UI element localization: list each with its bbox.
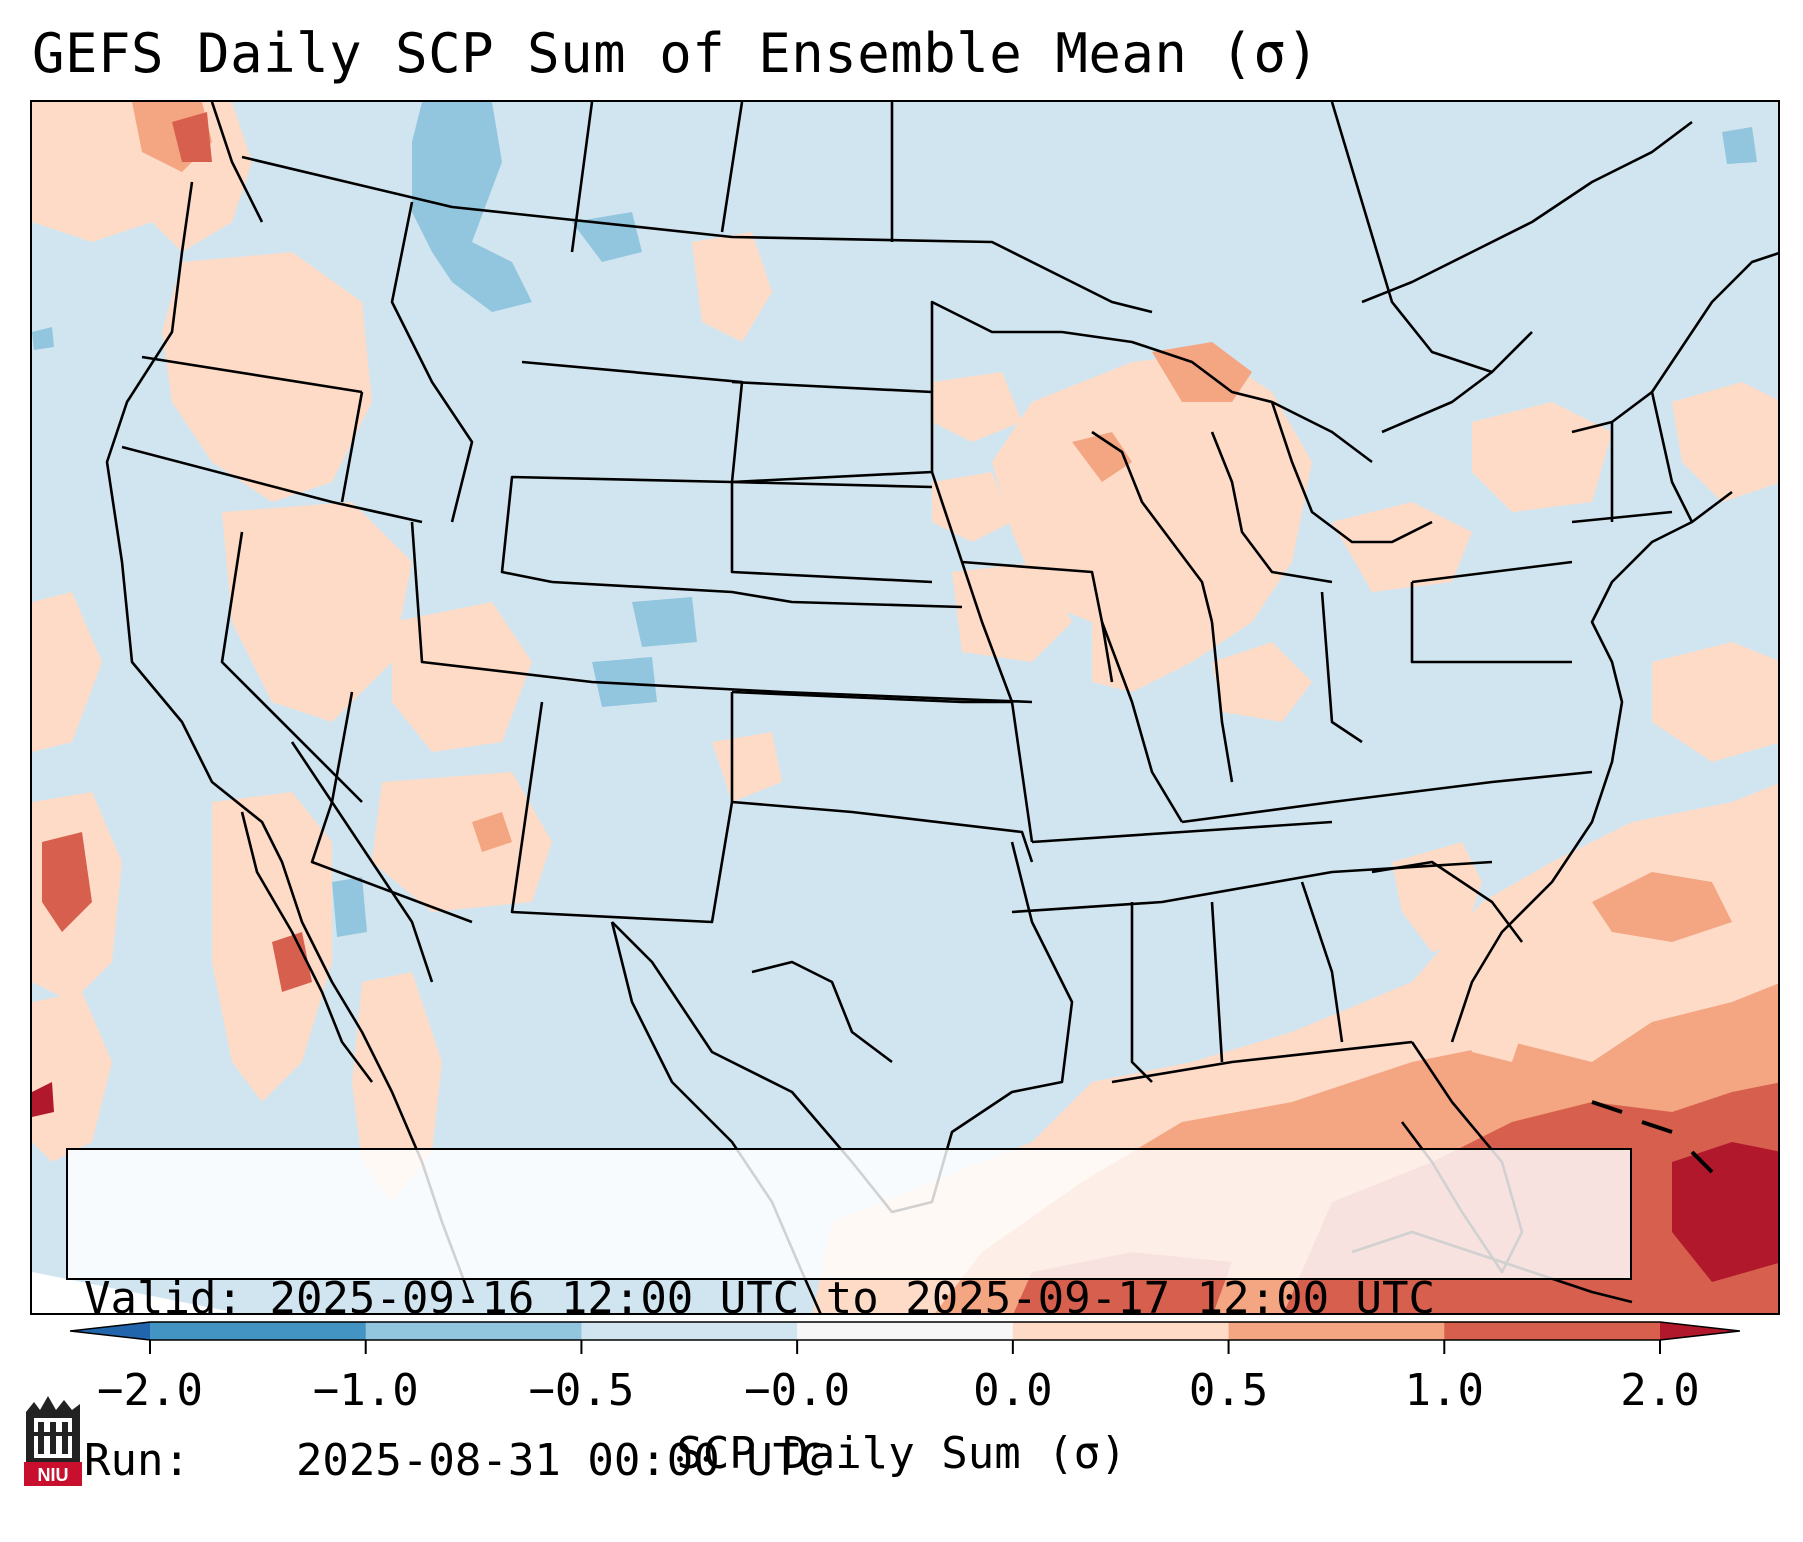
run-label: Run: bbox=[84, 1435, 190, 1486]
map-canvas bbox=[32, 102, 1778, 1313]
scp-map bbox=[30, 100, 1780, 1315]
map-edge-corner bbox=[32, 1272, 232, 1313]
colorbar-tick-label: −0.5 bbox=[528, 1365, 635, 1416]
boundary-lines bbox=[105, 102, 1778, 1313]
colorbar bbox=[70, 1321, 1740, 1354]
colorbar-extend-high bbox=[1660, 1322, 1740, 1340]
colorbar-segment bbox=[150, 1322, 367, 1340]
colorbar-tick-label: 0.0 bbox=[973, 1365, 1053, 1416]
colorbar-segment bbox=[1012, 1322, 1230, 1340]
colorbar-label: SCP Daily Sum (σ) bbox=[676, 1428, 1127, 1479]
run-row: Run: 2025-08-31 00:00 UTC bbox=[84, 1434, 1630, 1488]
niu-logo: NIU bbox=[24, 1396, 82, 1486]
colorbar-outline bbox=[70, 1321, 1740, 1341]
colorbar-extend-low bbox=[70, 1322, 150, 1340]
colorbar-tick-label: 1.0 bbox=[1404, 1365, 1485, 1416]
colorbar-tick-label: −2.0 bbox=[97, 1365, 203, 1416]
validity-info-box: Valid: 2025-09-16 12:00 UTC to 2025-09-1… bbox=[66, 1148, 1632, 1486]
valid-label: Valid: bbox=[84, 1273, 243, 1324]
colorbar-segment bbox=[1444, 1322, 1661, 1340]
colorbar-segment bbox=[797, 1322, 1014, 1340]
run-time: 2025-08-31 00:00 UTC bbox=[295, 1435, 826, 1486]
colorbar-tick-label: −0.0 bbox=[744, 1365, 851, 1416]
valid-time-range: 2025-09-16 12:00 UTC to 2025-09-17 12:00… bbox=[269, 1273, 1436, 1324]
colorbar-tick-label: 2.0 bbox=[1620, 1365, 1700, 1416]
logo-text: NIU bbox=[38, 1465, 69, 1485]
colorbar-tick-label: −1.0 bbox=[312, 1365, 419, 1416]
colorbar-segment bbox=[581, 1322, 798, 1340]
colorbar-segment bbox=[365, 1322, 582, 1340]
colorbar-tick-label: 0.5 bbox=[1188, 1365, 1269, 1416]
map-title: GEFS Daily SCP Sum of Ensemble Mean (σ) bbox=[32, 22, 1320, 85]
colorbar-segment bbox=[1228, 1322, 1445, 1340]
negative-anomaly-fields bbox=[32, 102, 1757, 937]
valid-row: Valid: 2025-09-16 12:00 UTC to 2025-09-1… bbox=[84, 1272, 1630, 1326]
